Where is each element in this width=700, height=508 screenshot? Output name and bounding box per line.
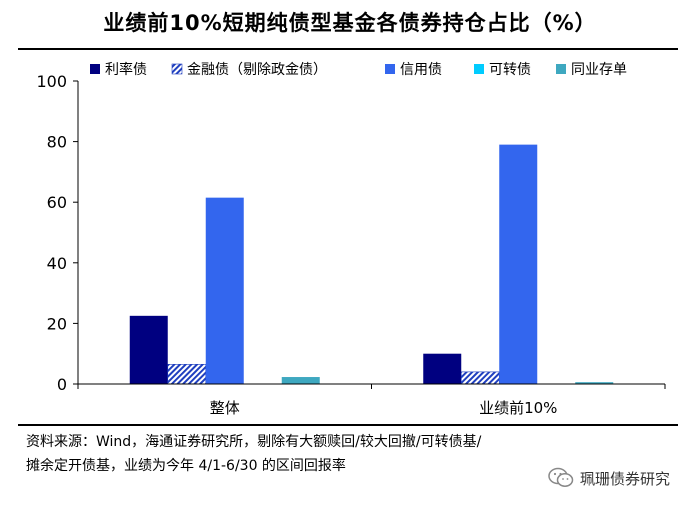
wechat-icon [548, 467, 574, 487]
x-tick-label-1: 业绩前10% [479, 399, 557, 417]
y-tick-label-20: 20 [47, 314, 67, 333]
source-line-1: 资料来源：Wind，海通证券研究所，剔除有大额赎回/较大回撤/可转债基/ [26, 434, 482, 450]
y-axis: 0 20 40 60 80 100 [36, 72, 79, 394]
y-tick-label-100: 100 [36, 72, 67, 91]
source-line-2: 摊余定开债基，业绩为今年 4/1-6/30 的区间回报率 [26, 458, 346, 474]
bar-e588a9e78e87e580ba-1 [423, 353, 462, 384]
chart-title: 业绩前10%短期纯债型基金各债券持仓占比（%） [103, 11, 597, 35]
title-divider [18, 48, 678, 50]
bar-chart: 利率债 金融债（剔除政金债） 信用债 可转债 同业存单 0 20 40 60 80 100 整体 业… [36, 61, 666, 417]
bar-e4bfa1e794a8e580ba-0 [205, 197, 244, 384]
bar-e5908ce4b89ae5ad98e58d95-1 [575, 382, 614, 384]
source-note: 资料来源：Wind，海通证券研究所，剔除有大额赎回/较大回撤/可转债基/ 摊余定… [26, 430, 686, 478]
y-tick-label-40: 40 [47, 254, 67, 273]
x-axis: 整体 业绩前10% [77, 383, 666, 417]
legend-swatch-0 [90, 64, 100, 74]
legend-label-3: 可转债 [489, 62, 531, 78]
legend-swatch-1 [171, 63, 183, 75]
legend-label-4: 同业存单 [571, 62, 627, 78]
bar-e5908ce4b89ae5ad98e58d95-0 [281, 377, 320, 384]
y-tick-label-60: 60 [47, 193, 67, 212]
source-divider [18, 424, 678, 426]
bar-e98791e89e8de580baefbc88e58994e999a4e694bfe98791e580baefbc89-1 [460, 371, 500, 385]
x-tick-label-0: 整体 [210, 399, 240, 417]
watermark-text: 珮珊债券研究 [580, 469, 671, 488]
watermark: 珮珊债券研究 [548, 464, 670, 492]
legend-label-0: 利率债 [105, 61, 147, 78]
y-tick-label-0: 0 [57, 375, 67, 394]
legend-swatch-3 [474, 64, 484, 74]
legend-swatch-2 [385, 64, 395, 74]
legend-label-1: 金融债（剔除政金债） [187, 62, 327, 78]
bar-e4bfa1e794a8e580ba-1 [499, 144, 538, 384]
legend-label-2: 信用债 [400, 62, 442, 78]
bars [129, 144, 614, 385]
legend: 利率债 金融债（剔除政金债） 信用债 可转债 同业存单 [90, 61, 627, 78]
bar-e98791e89e8de580baefbc88e58994e999a4e694bfe98791e580baefbc89-0 [167, 364, 207, 385]
bar-e588a9e78e87e580ba-0 [129, 315, 168, 384]
y-tick-label-80: 80 [47, 133, 67, 152]
legend-swatch-4 [556, 64, 566, 74]
